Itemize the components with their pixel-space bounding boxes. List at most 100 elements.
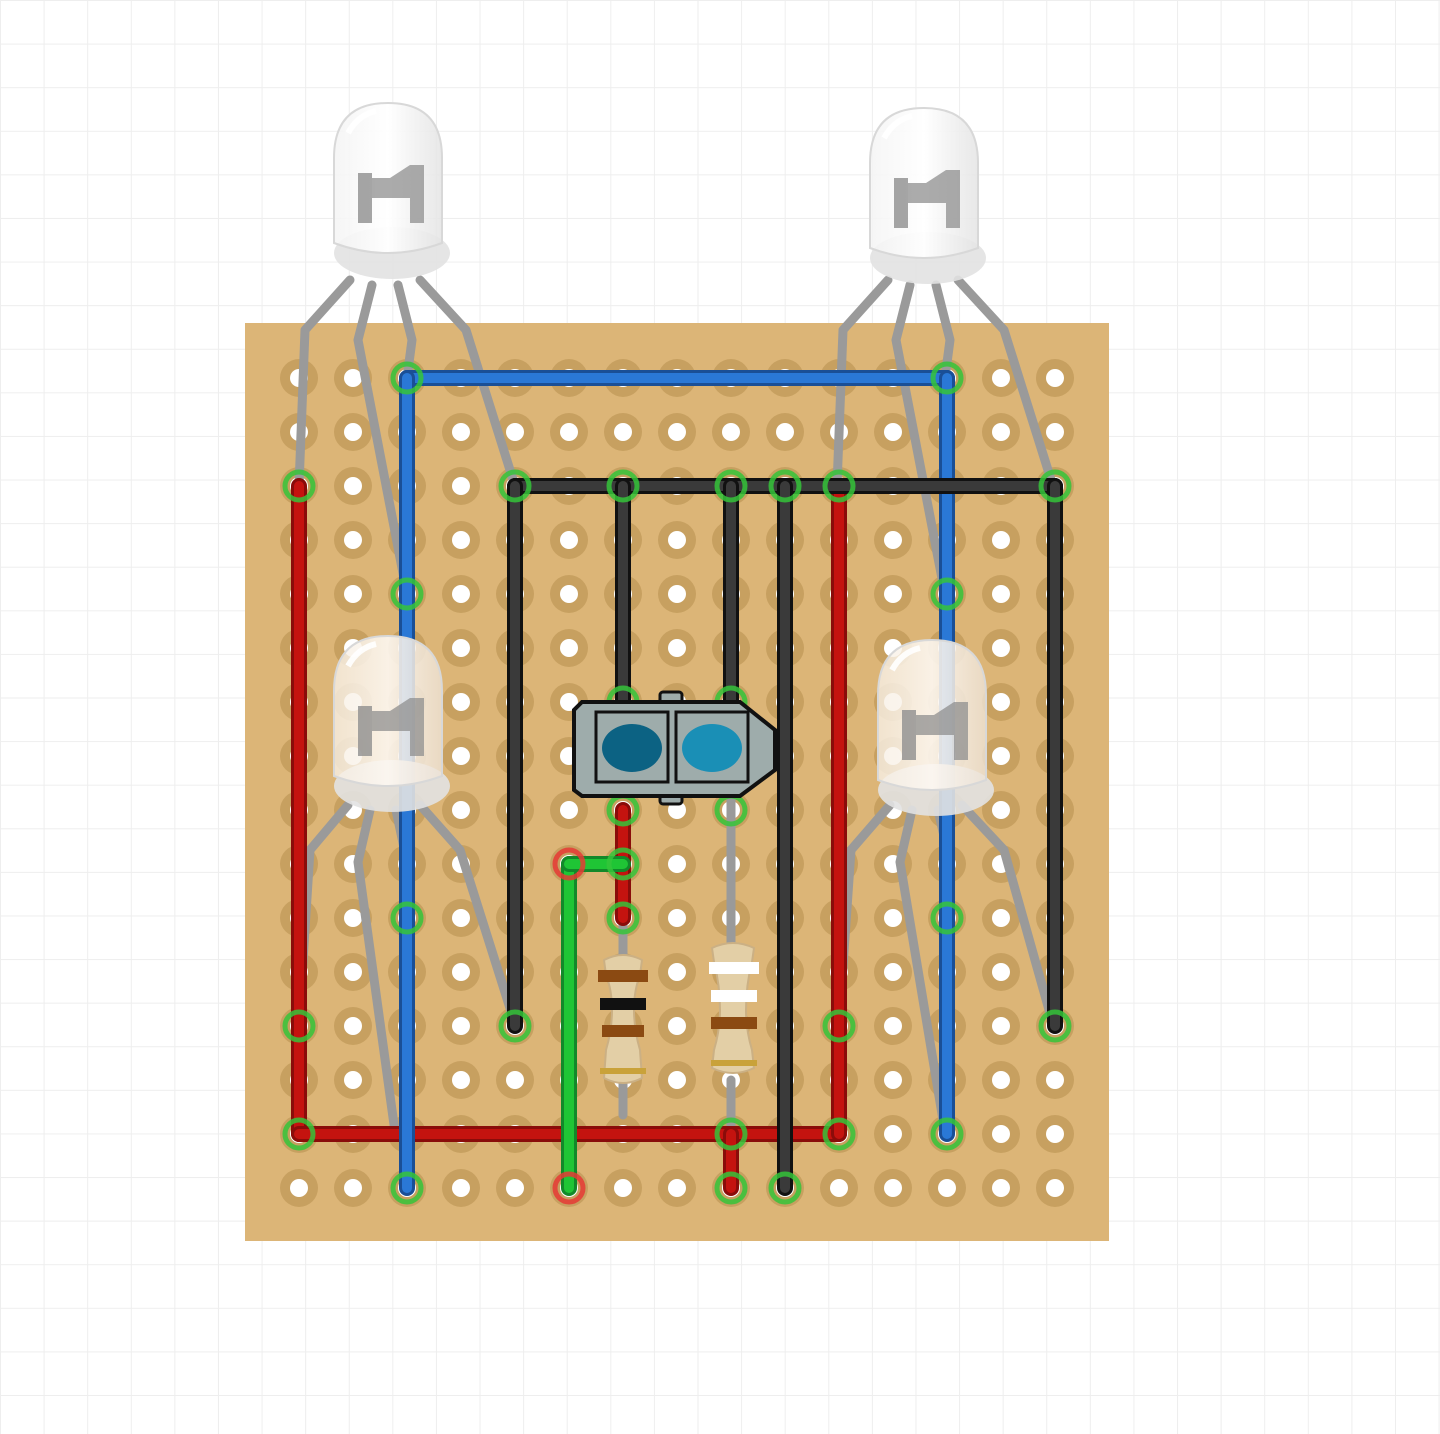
resistor-left[interactable] xyxy=(598,954,648,1084)
hole xyxy=(344,1179,362,1197)
hole xyxy=(452,1179,470,1197)
connection-marker xyxy=(282,1009,316,1043)
rgb-led-bottom-left[interactable] xyxy=(333,634,450,812)
hole xyxy=(938,1179,956,1197)
hole xyxy=(1046,369,1064,387)
hole xyxy=(992,801,1010,819)
connection-marker xyxy=(498,1009,532,1043)
led-lead xyxy=(957,800,1058,1029)
led-anvil xyxy=(358,706,372,756)
connection-marker xyxy=(930,361,964,395)
led-highlight xyxy=(345,641,377,668)
hole xyxy=(992,1179,1010,1197)
led-lead xyxy=(891,280,950,599)
hole xyxy=(992,963,1010,981)
hole xyxy=(884,423,902,441)
band-brown xyxy=(602,1025,644,1037)
hole xyxy=(1046,423,1064,441)
connection-marker xyxy=(552,847,586,881)
hole xyxy=(992,1017,1010,1035)
hole xyxy=(884,963,902,981)
hole xyxy=(668,855,686,873)
hole xyxy=(344,531,362,549)
led-post xyxy=(372,698,424,756)
connection-marker xyxy=(714,469,748,503)
led-lead xyxy=(353,805,400,1137)
hole xyxy=(614,423,632,441)
hole xyxy=(452,693,470,711)
hole xyxy=(668,585,686,603)
led-highlight xyxy=(889,645,921,672)
hole xyxy=(1046,1125,1064,1143)
connection-marker xyxy=(822,1117,856,1151)
hole xyxy=(992,1125,1010,1143)
hole xyxy=(1046,1071,1064,1089)
hole xyxy=(290,1179,308,1197)
band-gold xyxy=(711,1060,757,1066)
hole xyxy=(506,423,524,441)
led-post xyxy=(908,170,960,228)
led-anvil xyxy=(902,710,916,760)
led-anvil xyxy=(358,173,372,223)
connection-marker xyxy=(714,1117,748,1151)
hole xyxy=(668,909,686,927)
connection-marker xyxy=(1038,1009,1072,1043)
hole xyxy=(560,531,578,549)
connection-marker xyxy=(768,469,802,503)
hole xyxy=(668,1179,686,1197)
hole xyxy=(884,909,902,927)
hole xyxy=(560,423,578,441)
hole xyxy=(992,1071,1010,1089)
hole xyxy=(884,1179,902,1197)
band-black xyxy=(600,998,646,1010)
hole xyxy=(1046,1179,1064,1197)
connection-marker xyxy=(714,1171,748,1205)
emitter-lens xyxy=(602,724,662,772)
hole xyxy=(452,477,470,495)
hole xyxy=(344,1071,362,1089)
wires xyxy=(291,370,1063,1196)
connection-marker xyxy=(552,1171,586,1205)
connection-marker xyxy=(930,901,964,935)
connection-marker xyxy=(822,469,856,503)
led-lead xyxy=(832,275,893,491)
hole xyxy=(992,639,1010,657)
connection-marker xyxy=(390,1171,424,1205)
hole xyxy=(992,423,1010,441)
hole xyxy=(344,909,362,927)
hole xyxy=(668,963,686,981)
hole xyxy=(344,423,362,441)
connection-marker xyxy=(930,577,964,611)
led-highlight xyxy=(345,108,377,135)
hole xyxy=(560,585,578,603)
connection-marker xyxy=(768,1171,802,1205)
led-lead xyxy=(415,800,520,1029)
hole xyxy=(992,909,1010,927)
rgb-led-top-right[interactable] xyxy=(869,106,986,284)
connection-marker xyxy=(282,1117,316,1151)
rgb-led-top-left[interactable] xyxy=(333,101,450,279)
hole xyxy=(776,423,794,441)
led-lead xyxy=(353,280,412,599)
hole xyxy=(452,1017,470,1035)
connection-marker xyxy=(822,1009,856,1043)
connection-marker xyxy=(606,469,640,503)
rgb-led-bottom-right[interactable] xyxy=(877,638,994,816)
band-gold xyxy=(600,1068,646,1074)
resistor-right[interactable] xyxy=(709,942,759,1074)
hole xyxy=(452,423,470,441)
connection-marker xyxy=(390,901,424,935)
hole xyxy=(344,1017,362,1035)
ir-reflective-sensor[interactable] xyxy=(572,690,777,806)
hole xyxy=(668,1071,686,1089)
led-lead xyxy=(415,275,520,491)
led-post xyxy=(916,702,968,760)
hole xyxy=(560,693,578,711)
hole xyxy=(452,639,470,657)
hole xyxy=(452,963,470,981)
hole xyxy=(614,1179,632,1197)
hole xyxy=(992,585,1010,603)
hole xyxy=(344,369,362,387)
